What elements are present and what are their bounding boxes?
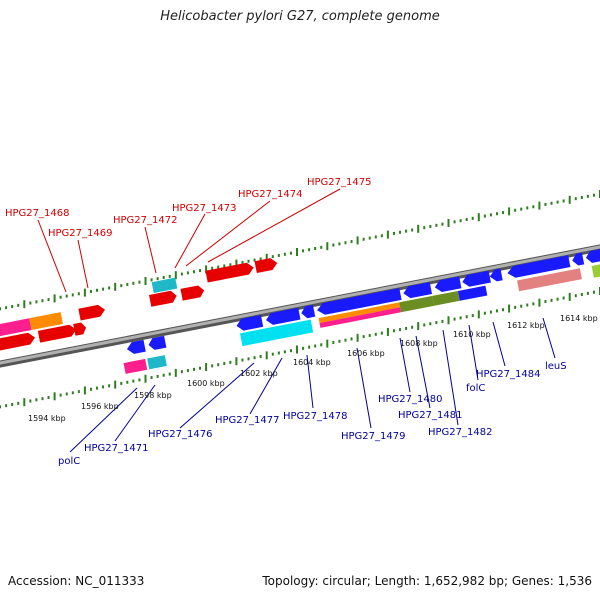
label-connectors [37,188,556,453]
connector-line [415,335,431,409]
gene-label[interactable]: HPG27_1471 [84,443,148,454]
gene-arrow[interactable] [489,268,503,282]
gene-arrow[interactable] [205,262,254,283]
gene-arrow[interactable] [434,276,462,293]
scale-tick-label: 1596 kbp [81,402,119,411]
connector-line [185,200,271,267]
genome-backbone-highlight [0,245,600,365]
connector-line [37,219,67,293]
gene-arrow[interactable] [37,324,78,343]
gene-label[interactable]: HPG27_1475 [307,177,371,188]
connector-line [356,347,372,429]
gene-block[interactable] [151,277,178,294]
scale-tick-label: 1606 kbp [347,349,385,358]
gene-label[interactable]: HPG27_1481 [398,410,462,421]
gene-label[interactable]: HPG27_1473 [172,203,236,214]
gene-arrow[interactable] [73,322,87,336]
gene-label[interactable]: HPG27_1474 [238,189,302,200]
gene-block[interactable] [29,312,63,331]
gene-arrow[interactable] [235,315,264,332]
connector-line [468,324,479,381]
gene-arrow[interactable] [265,307,301,326]
connector-line [399,337,411,393]
gene-label[interactable]: HPG27_1484 [476,369,540,380]
gene-arrow[interactable] [402,282,433,299]
gene-arrow[interactable] [585,247,600,264]
genome-title: Helicobacter pylori G27, complete genome [160,9,440,24]
genome-summary-text: Topology: circular; Length: 1,652,982 bp… [262,574,592,588]
gene-block[interactable] [432,290,460,306]
scale-tick-label: 1602 kbp [240,369,278,378]
gene-arrow[interactable] [147,335,167,351]
gene-label[interactable]: HPG27_1476 [148,429,212,440]
connector-line [542,317,556,359]
gene-block[interactable] [147,355,167,370]
gene-label[interactable]: HPG27_1480 [378,394,442,405]
scale-tick-label: 1608 kbp [400,339,438,348]
scale-tick-label: 1600 kbp [187,379,225,388]
scale-tick-label: 1614 kbp [560,314,598,323]
scale-tick-label: 1612 kbp [507,321,545,330]
scale-tick-label: 1594 kbp [28,414,66,423]
gene-label[interactable]: HPG27_1479 [341,431,405,442]
scale-tick-label: 1598 kbp [134,391,172,400]
connector-line [174,213,206,269]
forward-gene-labels: HPG27_1468 HPG27_1469 HPG27_1472 HPG27_1… [5,177,371,239]
gene-block[interactable] [457,285,488,301]
gene-arrow[interactable] [0,332,36,352]
gene-label[interactable]: HPG27_1478 [283,411,347,422]
gene-label[interactable]: HPG27_1472 [113,215,177,226]
gene-arrow[interactable] [126,339,146,355]
gene-label[interactable]: HPG27_1482 [428,427,492,438]
gene-label[interactable]: HPG27_1477 [215,415,279,426]
gene-arrow[interactable] [316,288,402,316]
gene-block[interactable] [399,295,435,313]
connector-line [492,321,506,367]
gene-label[interactable]: leuS [545,361,567,372]
connector-line [306,354,314,409]
gene-block[interactable] [319,307,401,328]
upper-tick-track [0,190,600,311]
reverse-row [123,247,600,374]
gene-arrow[interactable] [571,252,585,267]
gene-block[interactable] [318,302,400,323]
gene-block[interactable] [517,268,582,292]
gene-arrow[interactable] [180,284,205,301]
scale-tick-label: 1604 kbp [293,358,331,367]
connector-line [442,329,459,426]
gene-label[interactable]: HPG27_1468 [5,208,69,219]
scale-tick-label: 1610 kbp [453,330,491,339]
gene-arrow[interactable] [300,304,316,319]
forward-inner-row [0,284,205,352]
gene-arrow[interactable] [461,270,491,288]
gene-block[interactable] [123,358,148,374]
gene-arrow[interactable] [149,290,178,307]
forward-outer-row [151,257,279,294]
gene-arrow[interactable] [78,304,106,321]
gene-label[interactable]: HPG27_1469 [48,228,112,239]
gene-arrow[interactable] [506,255,571,279]
connector-line [179,362,255,429]
gene-block[interactable] [240,319,314,347]
gene-block[interactable] [0,318,32,338]
connector-line [144,226,157,274]
gene-label[interactable]: polC [58,456,80,467]
gene-label[interactable]: folC [466,383,485,394]
reverse-gene-labels: polC HPG27_1471 HPG27_1476 HPG27_1477 HP… [58,361,567,467]
scale-labels: 1594 kbp 1596 kbp 1598 kbp 1600 kbp 1602… [28,314,598,423]
connector-line [77,239,89,289]
connector-line [69,387,138,453]
connector-line [249,357,283,415]
connector-line [207,188,341,263]
connector-line [114,384,156,442]
lower-tick-track [0,287,600,409]
gene-arrow[interactable] [254,257,279,274]
accession-text: Accession: NC_011333 [8,574,145,588]
